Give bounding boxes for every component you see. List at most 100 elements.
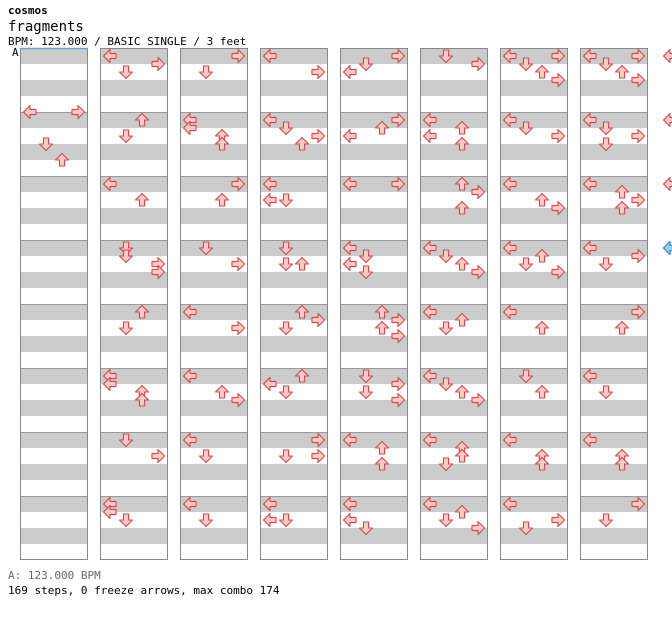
- up-arrow-icon: [454, 120, 470, 135]
- beat-stripe: [580, 400, 648, 416]
- beat-stripe: [260, 432, 328, 448]
- beat-stripe: [580, 272, 648, 288]
- beat-stripe: [340, 336, 408, 352]
- chart-column: [340, 48, 408, 560]
- down-arrow-icon: [118, 513, 134, 528]
- column-border: [580, 48, 648, 560]
- left-arrow-icon: [102, 176, 117, 192]
- up-arrow-icon: [294, 256, 310, 271]
- down-arrow-icon: [358, 369, 374, 384]
- beat-stripe: [20, 464, 88, 480]
- left-arrow-icon: [662, 112, 672, 128]
- beat-stripe: [180, 80, 248, 96]
- right-arrow-icon: [231, 320, 246, 336]
- right-arrow-icon: [551, 48, 566, 64]
- song-title: fragments: [8, 19, 84, 35]
- down-arrow-icon: [598, 57, 614, 72]
- left-arrow-icon: [662, 176, 672, 192]
- down-arrow-icon: [438, 321, 454, 336]
- beat-stripe: [420, 48, 488, 64]
- left-arrow-icon: [342, 128, 357, 144]
- beat-stripe: [180, 272, 248, 288]
- left-arrow-icon: [262, 176, 277, 192]
- right-arrow-icon: [631, 192, 646, 208]
- down-arrow-icon: [198, 241, 214, 256]
- beat-stripe: [260, 528, 328, 544]
- down-arrow-icon: [438, 249, 454, 264]
- beat-stripe: [100, 496, 168, 512]
- left-arrow-icon: [182, 368, 197, 384]
- up-arrow-icon: [454, 312, 470, 327]
- beat-stripe: [580, 48, 648, 64]
- up-arrow-icon: [454, 200, 470, 215]
- left-arrow-icon: [582, 432, 597, 448]
- up-arrow-icon: [454, 504, 470, 519]
- down-arrow-icon: [198, 449, 214, 464]
- beat-stripe: [580, 432, 648, 448]
- beat-stripe: [580, 464, 648, 480]
- beat-stripe: [500, 176, 568, 192]
- left-arrow-icon: [502, 240, 517, 256]
- beat-stripe: [260, 48, 328, 64]
- beat-stripe: [420, 80, 488, 96]
- left-arrow-icon: [422, 240, 437, 256]
- chart-column: [100, 48, 168, 560]
- beat-stripe: [340, 400, 408, 416]
- beat-stripe: [420, 368, 488, 384]
- left-arrow-icon: [582, 48, 597, 64]
- right-arrow-icon: [471, 264, 486, 280]
- down-arrow-icon: [438, 377, 454, 392]
- right-arrow-icon: [391, 328, 406, 344]
- beat-stripe: [100, 432, 168, 448]
- beat-stripe: [100, 368, 168, 384]
- column-border: [100, 48, 168, 560]
- beat-stripe: [100, 80, 168, 96]
- beat-stripe: [100, 464, 168, 480]
- left-arrow-icon: [422, 112, 437, 128]
- left-arrow-icon: [262, 376, 277, 392]
- down-arrow-icon: [518, 121, 534, 136]
- up-arrow-icon: [454, 136, 470, 151]
- right-arrow-icon: [551, 264, 566, 280]
- right-arrow-icon: [631, 128, 646, 144]
- beat-stripe: [180, 112, 248, 128]
- beat-stripe: [20, 496, 88, 512]
- column-border: [340, 48, 408, 560]
- beat-stripe: [420, 144, 488, 160]
- up-arrow-icon: [534, 320, 550, 335]
- left-arrow-icon: [502, 48, 517, 64]
- down-arrow-icon: [118, 321, 134, 336]
- beat-stripe: [100, 528, 168, 544]
- up-arrow-icon: [214, 136, 230, 151]
- up-arrow-icon: [54, 152, 70, 167]
- beat-stripe: [580, 144, 648, 160]
- beat-stripe: [420, 112, 488, 128]
- beat-stripe: [20, 368, 88, 384]
- down-arrow-icon: [358, 265, 374, 280]
- right-arrow-icon: [71, 104, 86, 120]
- beat-stripe: [500, 80, 568, 96]
- down-arrow-icon: [278, 513, 294, 528]
- beat-stripe: [580, 368, 648, 384]
- right-arrow-icon: [151, 264, 166, 280]
- beat-stripe: [180, 336, 248, 352]
- down-arrow-icon: [518, 369, 534, 384]
- down-arrow-icon: [118, 249, 134, 264]
- up-arrow-icon: [374, 120, 390, 135]
- beat-stripe: [580, 240, 648, 256]
- right-arrow-icon: [631, 48, 646, 64]
- down-arrow-icon: [598, 385, 614, 400]
- beat-stripe: [420, 208, 488, 224]
- up-arrow-icon: [614, 456, 630, 471]
- right-arrow-icon: [551, 128, 566, 144]
- beat-stripe: [260, 272, 328, 288]
- right-arrow-icon: [231, 392, 246, 408]
- down-arrow-icon: [278, 449, 294, 464]
- down-arrow-icon: [438, 49, 454, 64]
- beat-stripe: [20, 528, 88, 544]
- right-arrow-icon: [631, 496, 646, 512]
- beat-stripe: [340, 432, 408, 448]
- left-arrow-icon: [502, 304, 517, 320]
- down-arrow-icon: [38, 137, 54, 152]
